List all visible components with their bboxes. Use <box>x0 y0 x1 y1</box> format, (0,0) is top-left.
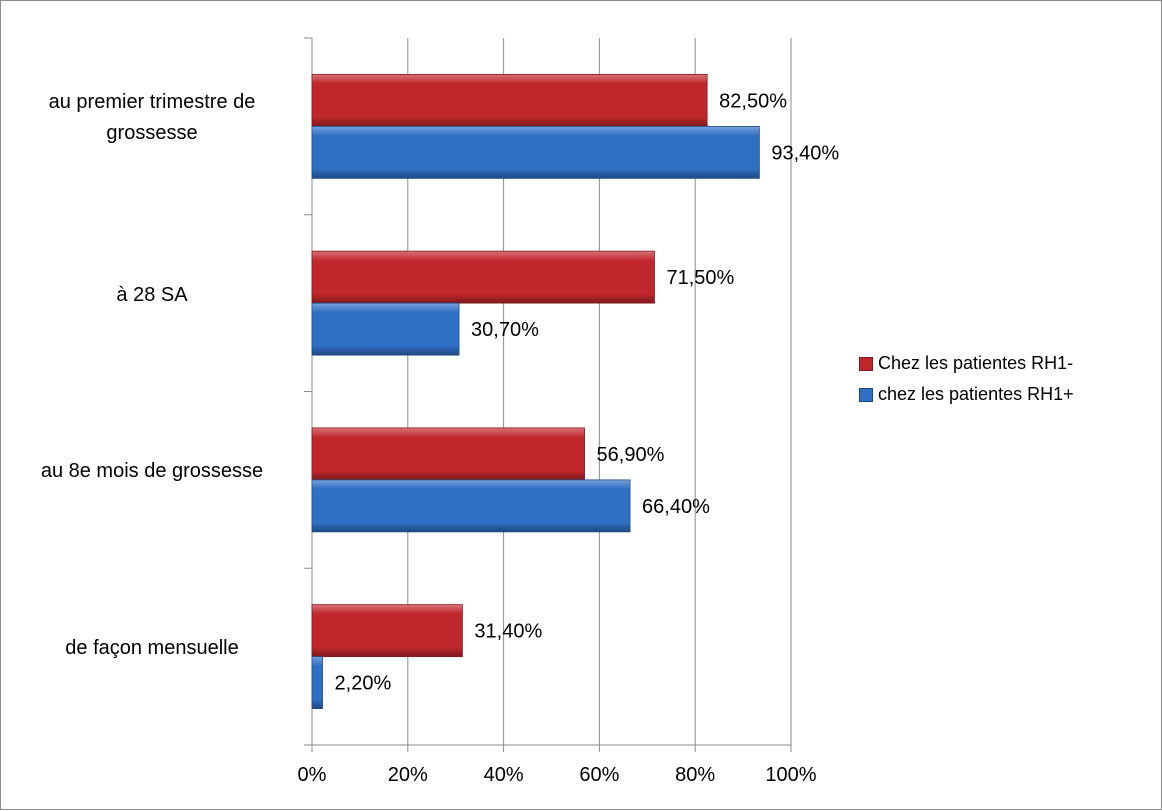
legend-swatch-rh1-pos <box>859 387 873 402</box>
bar-rh1-pos-2 <box>311 479 631 533</box>
bars <box>311 73 760 710</box>
x-tick-label-0: 0% <box>298 764 327 786</box>
data-labels: 82,50% 93,40% 71,50% 30,70% 56,90% 66,40% 31,4… <box>335 90 840 694</box>
category-label-1: à 28 SA <box>116 283 188 306</box>
category-label-0: au premier trimestre de grossesse <box>48 91 256 145</box>
data-label-rh1-neg-0: 82,50% <box>719 90 787 112</box>
bar-rh1-neg-2 <box>311 427 585 481</box>
data-label-rh1-pos-2: 66,40% <box>642 496 710 518</box>
data-label-rh1-neg-1: 71,50% <box>666 267 734 289</box>
data-label-rh1-pos-0: 93,40% <box>771 142 839 164</box>
category-label-2: au 8e mois de grossesse <box>40 460 264 483</box>
bar-rh1-pos-3 <box>311 656 323 710</box>
x-tick-label-80: 80% <box>675 764 715 786</box>
x-tick-labels: 0% 20% 40% 60% 80% 100% <box>298 764 817 786</box>
bar-rh1-neg-0 <box>311 73 708 127</box>
x-tick-label-100: 100% <box>765 764 816 786</box>
legend-item-rh1-neg: Chez les patientes RH1- <box>859 348 1074 379</box>
legend: Chez les patientes RH1- chez les patient… <box>859 348 1074 410</box>
legend-item-rh1-pos: chez les patientes RH1+ <box>859 379 1074 410</box>
data-label-rh1-neg-2: 56,90% <box>597 444 665 466</box>
data-label-rh1-neg-3: 31,40% <box>474 621 542 643</box>
data-label-rh1-pos-3: 2,20% <box>335 673 392 695</box>
legend-label-rh1-neg: Chez les patientes RH1- <box>878 353 1074 373</box>
legend-label-rh1-pos: chez les patientes RH1+ <box>878 384 1074 404</box>
bar-rh1-pos-1 <box>311 302 460 356</box>
bar-rh1-neg-1 <box>311 250 655 304</box>
data-label-rh1-pos-1: 30,70% <box>471 319 539 341</box>
bar-rh1-neg-3 <box>311 604 463 658</box>
x-tick-label-40: 40% <box>484 764 524 786</box>
legend-swatch-rh1-neg <box>859 356 873 371</box>
category-label-3: de façon mensuelle <box>65 637 239 660</box>
x-tick-label-20: 20% <box>388 764 428 786</box>
bar-rh1-pos-0 <box>311 125 760 179</box>
x-tick-label-60: 60% <box>579 764 619 786</box>
